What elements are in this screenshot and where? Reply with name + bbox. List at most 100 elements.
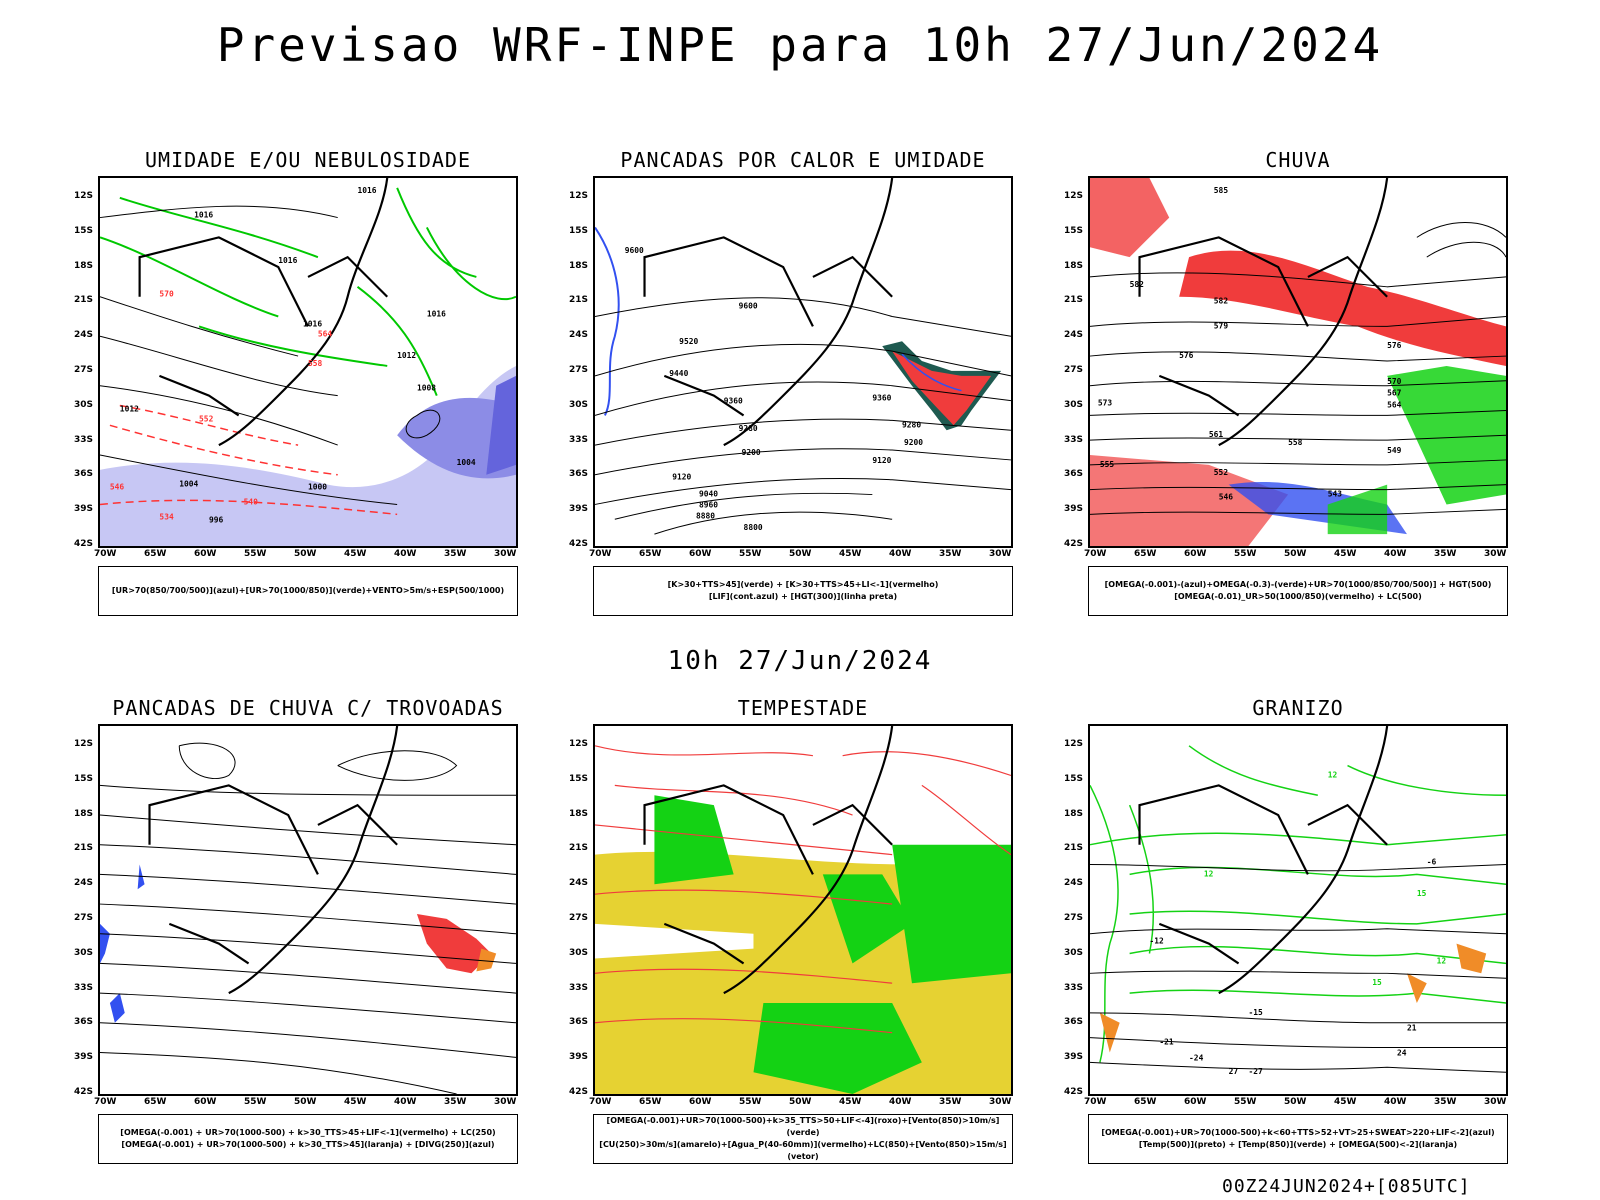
longitude-tick-label: 45W: [839, 1097, 862, 1107]
latitude-tick-label: 33S: [1064, 982, 1084, 993]
contour-label: 558: [1288, 438, 1303, 447]
longitude-tick-label: 35W: [1434, 1097, 1457, 1107]
contour-label: 1000: [308, 483, 327, 492]
map-granizo: 12 12 15 12 15 21 24 27 -21 -24 -27 -12 …: [1088, 724, 1508, 1096]
latitude-tick-label: 30S: [74, 399, 94, 410]
contour-label: 9440: [669, 369, 688, 378]
contour-label: 9040: [699, 490, 718, 499]
contour-label: 546: [110, 483, 125, 492]
contour-label: 546: [1219, 493, 1234, 502]
longitude-tick-label: 35W: [444, 1097, 467, 1107]
contour-label: 8880: [696, 511, 715, 520]
contour-label: 552: [199, 414, 214, 423]
panel-legend: [OMEGA(-0.001)-(azul)+OMEGA(-0.3)-(verde…: [1088, 566, 1508, 616]
model-run-label: 00Z24JUN2024+[085UTC]: [1222, 1176, 1471, 1197]
latitude-tick-label: 39S: [569, 504, 589, 515]
longitude-tick-label: 65W: [144, 1097, 167, 1107]
contour-label: 534: [159, 512, 174, 521]
map-tempestade: [593, 724, 1013, 1096]
latitude-tick-label: 39S: [74, 504, 94, 515]
contour-label: 1016: [358, 186, 377, 195]
contour-label: 567: [1387, 389, 1402, 398]
longitude-tick-label: 65W: [144, 549, 167, 559]
latitude-tick-label: 33S: [74, 982, 94, 993]
longitude-tick-label: 55W: [244, 1097, 267, 1107]
contour-label: 8960: [699, 500, 718, 509]
longitude-tick-label: 60W: [1184, 549, 1207, 559]
legend-line: [OMEGA(-0.001)+UR>70(1000-500)+k>35_TTS>…: [606, 1116, 1000, 1137]
contour-label: -27: [1248, 1067, 1263, 1076]
legend-line: [UR>70(850/700/500)](azul)+[UR>70(1000/8…: [111, 586, 505, 595]
contour-label: 543: [1328, 490, 1343, 499]
map-umidade-svg: 1016 1016 1016 1016 1016 1012 1012 1008 …: [100, 178, 516, 546]
contour-label: 21: [1407, 1024, 1417, 1033]
longitude-tick-label: 40W: [889, 549, 912, 559]
contour-label: 1016: [427, 309, 446, 318]
latitude-tick-label: 12S: [74, 739, 94, 749]
latitude-tick-label: 27S: [569, 913, 589, 923]
contour-label: -6: [1427, 857, 1437, 866]
contour-label: 585: [1214, 186, 1229, 195]
map-chuva-svg: 585 582 582 579 576 576 573 570 567 564 …: [1090, 178, 1506, 546]
longitude-tick-label: 70W: [94, 1097, 117, 1107]
contour-label: 9600: [625, 246, 644, 255]
contour-label: 9280: [739, 424, 758, 433]
panel-chuva: CHUVA 585 582 582 579 576 576 573 570 56…: [1064, 148, 1518, 632]
latitude-tick-label: 42S: [569, 1087, 589, 1097]
longitude-tick-label: 35W: [1434, 549, 1457, 559]
latitude-tick-label: 12S: [74, 191, 94, 201]
contour-label: 1016: [194, 211, 213, 220]
latitude-tick-label: 24S: [1064, 878, 1084, 889]
map-umidade: 1016 1016 1016 1016 1016 1012 1012 1008 …: [98, 176, 518, 548]
map-trovoadas: [98, 724, 518, 1096]
panel-legend: [OMEGA(-0.001)+UR>70(1000-500)+k<60+TTS>…: [1088, 1114, 1508, 1164]
latitude-tick-label: 24S: [74, 330, 94, 341]
latitude-tick-label: 18S: [1064, 260, 1084, 271]
latitude-tick-label: 42S: [1064, 1087, 1084, 1097]
latitude-tick-label: 12S: [1064, 191, 1084, 201]
contour-label: 576: [1179, 351, 1194, 360]
latitude-tick-label: 33S: [74, 434, 94, 445]
panel-legend: [OMEGA(-0.001) + UR>70(1000-500) + k>30_…: [98, 1114, 518, 1164]
panel-legend: [UR>70(850/700/500)](azul)+[UR>70(1000/8…: [98, 566, 518, 616]
latitude-tick-label: 33S: [569, 434, 589, 445]
longitude-tick-label: 45W: [1334, 1097, 1357, 1107]
contour-label: 12: [1437, 956, 1447, 965]
longitude-tick-label: 40W: [394, 1097, 417, 1107]
contour-label: 24: [1397, 1048, 1407, 1057]
latitude-tick-label: 21S: [74, 295, 94, 306]
longitude-tick-label: 30W: [494, 549, 517, 559]
latitude-tick-label: 21S: [1064, 843, 1084, 854]
panel-title: TEMPESTADE: [737, 696, 869, 720]
latitude-tick-label: 18S: [1064, 808, 1084, 819]
longitude-tick-label: 35W: [939, 549, 962, 559]
latitude-tick-label: 33S: [1064, 434, 1084, 445]
latitude-tick-label: 36S: [569, 469, 589, 480]
latitude-tick-label: 15S: [1064, 225, 1084, 236]
contour-label: 9120: [672, 473, 691, 482]
legend-line: [Temp(500)](preto) + [Temp(850)](verde) …: [1138, 1140, 1458, 1149]
contour-label: 12: [1204, 869, 1214, 878]
longitude-tick-label: 40W: [1384, 549, 1407, 559]
longitude-tick-label: 30W: [494, 1097, 517, 1107]
contour-label: 1016: [278, 256, 297, 265]
contour-label: 9360: [872, 394, 891, 403]
longitude-tick-label: 30W: [1484, 1097, 1507, 1107]
latitude-tick-label: 36S: [74, 469, 94, 480]
panel-title: GRANIZO: [1252, 696, 1344, 720]
contour-label: 8800: [744, 523, 763, 532]
latitude-tick-label: 39S: [569, 1052, 589, 1063]
contour-label: 9520: [679, 337, 698, 346]
legend-line: [OMEGA(-0.001)-(azul)+OMEGA(-0.3)-(verde…: [1104, 580, 1492, 589]
panel-title: PANCADAS DE CHUVA C/ TROVOADAS: [112, 696, 504, 720]
longitude-tick-label: 70W: [589, 1097, 612, 1107]
map-granizo-svg: 12 12 15 12 15 21 24 27 -21 -24 -27 -12 …: [1090, 726, 1506, 1076]
contour-label: 561: [1209, 430, 1224, 439]
latitude-tick-label: 15S: [1064, 773, 1084, 784]
longitude-tick-label: 45W: [839, 549, 862, 559]
longitude-tick-label: 35W: [939, 1097, 962, 1107]
longitude-tick-label: 50W: [789, 1097, 812, 1107]
contour-label: 12: [1328, 770, 1338, 779]
contour-label: 1004: [457, 458, 476, 467]
longitude-tick-label: 50W: [789, 549, 812, 559]
